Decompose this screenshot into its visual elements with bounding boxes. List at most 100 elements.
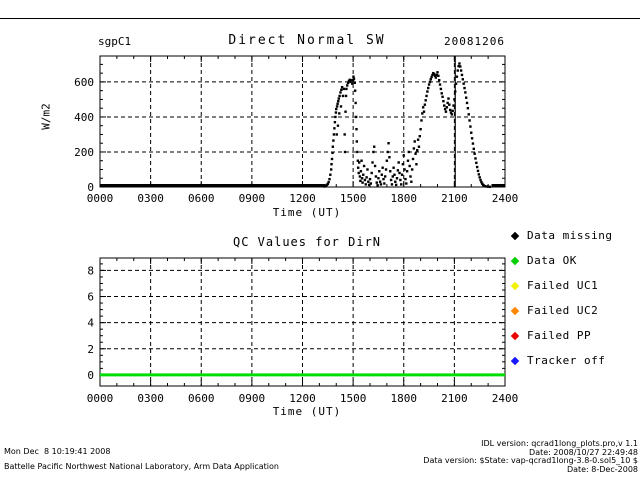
data-point bbox=[375, 181, 378, 184]
data-point bbox=[447, 97, 450, 100]
y-tick-label: 600 bbox=[74, 76, 94, 89]
data-point bbox=[379, 183, 383, 186]
data-point bbox=[400, 183, 403, 186]
date-label: 20081206 bbox=[444, 35, 505, 48]
data-point bbox=[339, 105, 343, 108]
data-point bbox=[341, 94, 345, 98]
data-point bbox=[355, 128, 358, 131]
data-point bbox=[380, 173, 384, 176]
data-point bbox=[432, 72, 436, 76]
data-point bbox=[418, 135, 421, 138]
data-point bbox=[486, 185, 490, 188]
x-tick-label: 1800 bbox=[391, 392, 418, 405]
data-point bbox=[426, 90, 429, 93]
data-point bbox=[382, 177, 385, 181]
x-tick-label: 1800 bbox=[391, 192, 418, 205]
data-point bbox=[436, 71, 439, 74]
x-tick-label: 1200 bbox=[289, 392, 316, 405]
data-point bbox=[369, 182, 373, 185]
legend-item-tracker-off: Tracker off bbox=[510, 348, 612, 373]
data-point bbox=[395, 177, 399, 180]
data-point bbox=[332, 133, 336, 136]
data-point bbox=[387, 142, 390, 145]
data-point bbox=[421, 112, 424, 115]
data-point bbox=[351, 82, 354, 85]
data-point bbox=[477, 173, 481, 176]
data-point bbox=[433, 74, 437, 77]
data-point bbox=[336, 124, 340, 127]
data-version-text: Data version: $State: vap-qcrad1long-3.8… bbox=[423, 456, 638, 465]
data-date-text: Date: 8-Dec-2008 bbox=[566, 464, 638, 474]
idl-date-text: Date: 2008/10/27 22:49:48 bbox=[529, 447, 638, 457]
x-tick-label: 0900 bbox=[239, 192, 266, 205]
data-point bbox=[463, 86, 466, 90]
data-point bbox=[339, 91, 342, 94]
y-tick-label: 200 bbox=[74, 146, 94, 159]
data-point bbox=[444, 110, 448, 113]
data-point bbox=[410, 168, 414, 171]
data-point bbox=[338, 94, 341, 98]
data-point bbox=[370, 171, 373, 175]
data-point bbox=[450, 113, 454, 116]
data-point bbox=[335, 105, 339, 108]
data-point bbox=[394, 180, 397, 183]
data-point bbox=[366, 168, 369, 171]
site-label: sgpC1 bbox=[98, 35, 132, 48]
data-point bbox=[466, 106, 470, 110]
data-point bbox=[460, 73, 464, 77]
data-point bbox=[354, 101, 357, 105]
data-point bbox=[415, 163, 418, 166]
data-point bbox=[448, 103, 451, 106]
data-point bbox=[439, 87, 443, 91]
data-point bbox=[396, 169, 400, 172]
data-point bbox=[344, 94, 348, 98]
data-point bbox=[345, 87, 348, 91]
data-point bbox=[333, 127, 336, 130]
data-point bbox=[352, 75, 355, 78]
data-point bbox=[354, 115, 358, 119]
data-point bbox=[401, 163, 405, 166]
data-point bbox=[386, 150, 389, 154]
data-point bbox=[367, 180, 370, 183]
data-point bbox=[351, 78, 355, 82]
footer-right: IDL version: qcrad1long_plots.pro,v 1.1 … bbox=[423, 439, 638, 474]
x-tick-label: 2100 bbox=[441, 392, 468, 405]
data-point bbox=[483, 184, 486, 188]
x-tick-label: 0600 bbox=[188, 392, 215, 405]
data-point bbox=[479, 178, 482, 182]
data-point bbox=[423, 103, 427, 106]
data-point bbox=[334, 111, 338, 114]
data-point bbox=[438, 83, 442, 86]
data-point bbox=[458, 62, 461, 65]
data-point bbox=[456, 69, 459, 72]
data-point bbox=[349, 80, 352, 84]
data-point bbox=[331, 145, 335, 148]
data-point bbox=[440, 92, 443, 95]
x-tick-label: 1500 bbox=[340, 192, 367, 205]
diamond-icon bbox=[510, 331, 520, 340]
data-point bbox=[353, 89, 357, 92]
organization-text: Battelle Pacific Northwest National Labo… bbox=[4, 462, 279, 471]
x-tick-label: 1200 bbox=[289, 192, 316, 205]
data-point bbox=[368, 177, 372, 181]
data-point bbox=[363, 178, 367, 182]
data-point bbox=[488, 185, 492, 189]
data-point bbox=[459, 65, 462, 68]
data-point bbox=[470, 137, 474, 140]
data-point bbox=[471, 142, 475, 145]
data-point bbox=[475, 165, 479, 169]
data-point bbox=[336, 102, 339, 106]
y-tick-label: 6 bbox=[87, 291, 94, 304]
legend-label: Data missing bbox=[527, 229, 613, 242]
data-point bbox=[385, 159, 389, 162]
data-point bbox=[452, 104, 455, 107]
data-point bbox=[467, 113, 470, 116]
data-point bbox=[357, 171, 360, 175]
data-point bbox=[356, 150, 359, 154]
data-point bbox=[344, 110, 347, 113]
data-point bbox=[428, 80, 432, 84]
x-tick-label: 2400 bbox=[492, 192, 519, 205]
data-point bbox=[329, 168, 333, 171]
